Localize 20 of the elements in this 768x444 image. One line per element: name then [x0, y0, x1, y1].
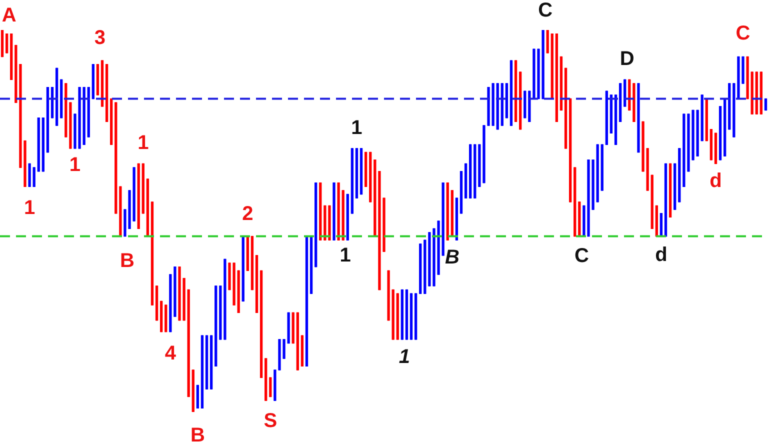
text: C — [538, 0, 553, 22]
annotation: 1 — [138, 132, 149, 154]
annotation: S — [264, 410, 278, 432]
annotation: 2 — [242, 202, 254, 225]
annotation: 4 — [164, 342, 177, 364]
annotation: D — [620, 48, 634, 70]
annotation: 1 — [351, 116, 362, 139]
text: B — [190, 424, 205, 444]
annotation: 1 — [340, 244, 351, 267]
annotation: B — [120, 250, 134, 272]
annotation: d — [655, 244, 668, 266]
annotation: 1 — [24, 197, 36, 220]
annotation: 3 — [94, 27, 106, 50]
annotation: 1 — [398, 346, 410, 368]
annotation: C — [736, 22, 750, 44]
annotation: d — [710, 170, 722, 192]
annotation: C — [574, 244, 589, 267]
text: A — [2, 4, 16, 26]
annotation: 1 — [69, 154, 81, 176]
annotation: B — [444, 246, 460, 269]
